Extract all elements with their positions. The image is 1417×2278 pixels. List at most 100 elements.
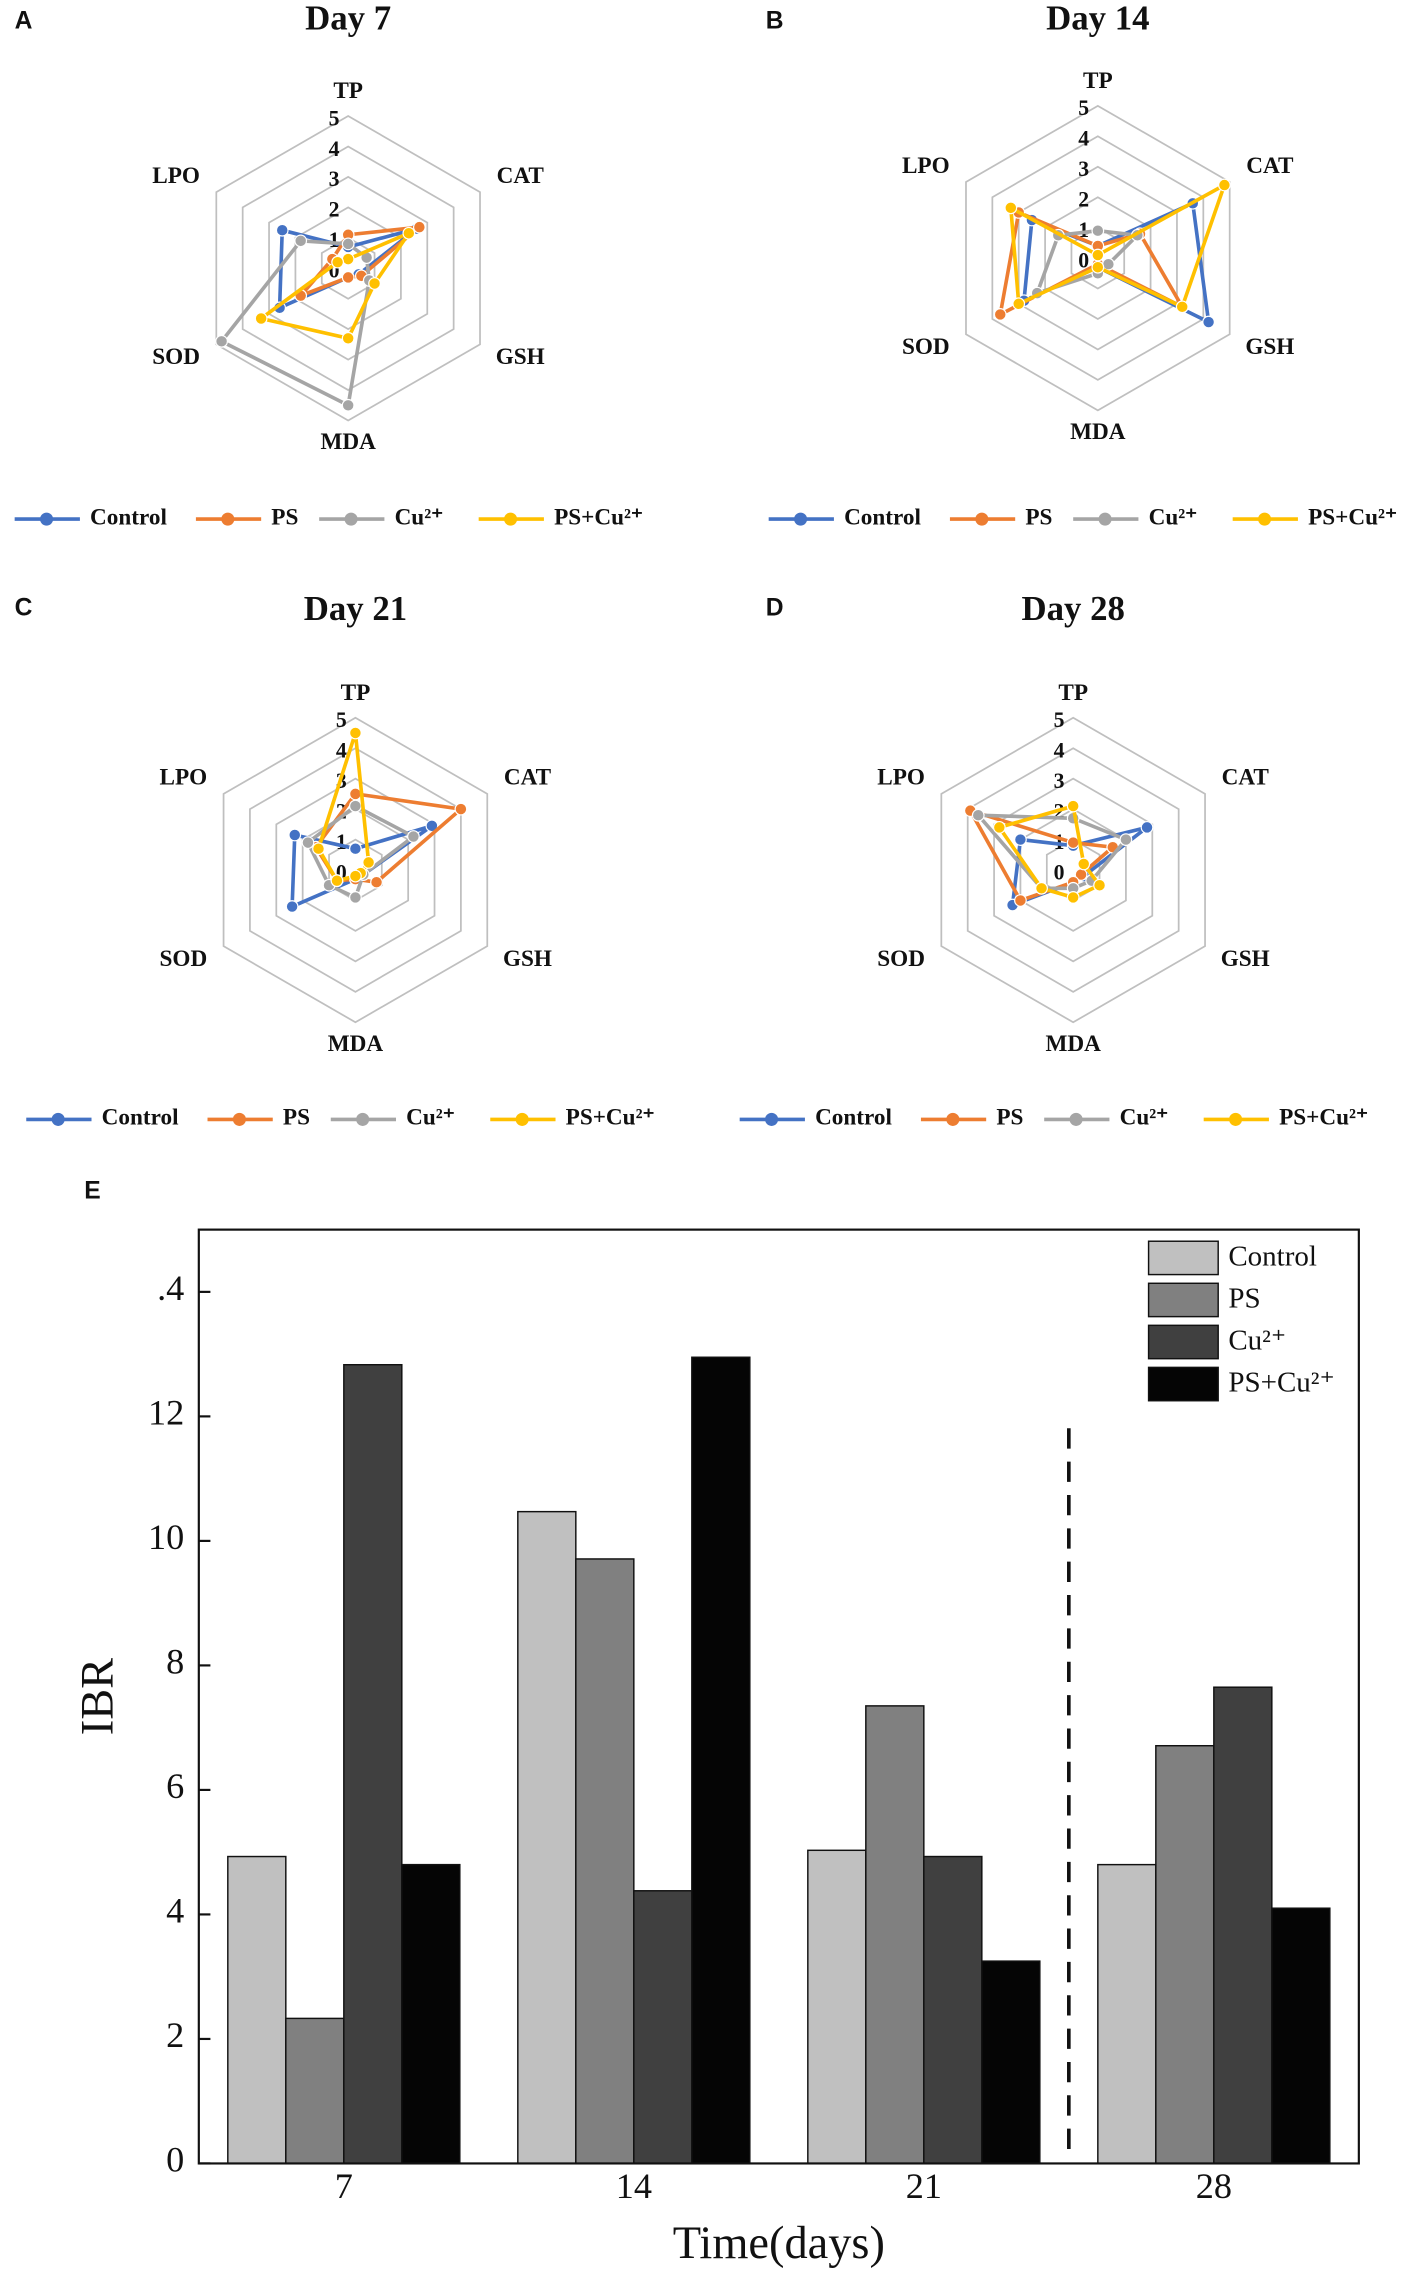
axis-label: TP <box>1083 68 1113 94</box>
legend-label: Control <box>1228 1240 1317 1272</box>
chart-title: Day 7 <box>305 0 391 38</box>
point <box>1091 224 1105 238</box>
plot-frame <box>197 1228 1360 2165</box>
y-tick-label: 8 <box>166 1642 184 1682</box>
r-tick-label: 5 <box>336 708 347 732</box>
point <box>412 220 426 234</box>
bar <box>691 1356 751 2165</box>
axis-label: TP <box>1058 680 1088 706</box>
point <box>341 237 355 251</box>
legend-label: PS+Cu²⁺ <box>1279 1105 1368 1131</box>
point <box>1066 799 1080 813</box>
legend-label: PS+Cu²⁺ <box>566 1105 655 1131</box>
grid-ring <box>1070 226 1126 290</box>
point <box>341 331 355 345</box>
point <box>1175 300 1189 314</box>
point <box>349 869 362 883</box>
axis-label: LPO <box>160 765 208 791</box>
chart-title: Day 14 <box>1046 0 1149 38</box>
point <box>341 252 355 266</box>
y-tick-label: 2 <box>166 2015 184 2055</box>
point <box>288 828 302 842</box>
axis-label: SOD <box>160 946 208 972</box>
y-tick-label: 12 <box>148 1393 184 1433</box>
legend-marker <box>515 1112 529 1126</box>
legend-label: PS <box>283 1105 310 1131</box>
point <box>330 874 344 888</box>
point <box>349 726 362 740</box>
legend-marker <box>794 512 808 526</box>
legend-label: PS+Cu²⁺ <box>554 504 643 530</box>
panel-letter: B <box>766 7 784 34</box>
r-tick-label: 1 <box>1054 830 1065 854</box>
bar <box>227 1855 287 2165</box>
legend-swatch <box>1147 1240 1219 1276</box>
legend-marker <box>51 1112 65 1126</box>
x-axis-label: Time(days) <box>673 2218 885 2269</box>
bar <box>923 1855 983 2165</box>
axis-label: LPO <box>877 765 925 791</box>
legend-marker <box>765 1112 779 1126</box>
axis-label: SOD <box>902 334 950 360</box>
point <box>368 277 381 290</box>
point <box>407 830 420 843</box>
x-tick-label: 14 <box>616 2166 652 2206</box>
point <box>454 802 468 816</box>
chart-title: Day 28 <box>1021 589 1124 628</box>
axis-label: LPO <box>152 163 200 189</box>
bar <box>1213 1686 1273 2165</box>
r-tick-label: 2 <box>329 198 340 222</box>
r-tick-label: 3 <box>329 167 340 191</box>
grid-ring <box>222 716 489 1024</box>
axis-label: GSH <box>503 946 552 972</box>
point <box>1140 821 1154 834</box>
y-tick-label: 4 <box>166 1891 184 1931</box>
r-tick-label: 0 <box>329 259 340 283</box>
legend-marker <box>1258 512 1272 526</box>
r-tick-label: 0 <box>336 860 347 884</box>
r-tick-label: 4 <box>1078 127 1089 151</box>
r-tick-label: 1 <box>1078 218 1089 242</box>
grid-ring <box>241 145 455 392</box>
point <box>992 821 1006 834</box>
point <box>362 856 375 869</box>
bar <box>575 1558 635 2165</box>
panel-letter: D <box>766 595 784 622</box>
legend-label: Control <box>90 504 167 530</box>
x-tick-label: 28 <box>1196 2166 1232 2206</box>
grid-ring <box>215 114 481 422</box>
point <box>349 842 362 856</box>
y-tick-label: .4 <box>157 1268 184 1308</box>
r-tick-label: 0 <box>1054 860 1065 884</box>
bar <box>865 1705 925 2165</box>
y-tick-label: 6 <box>166 1766 184 1806</box>
axis-label: SOD <box>877 946 925 972</box>
y-axis-label: IBR <box>72 1658 123 1735</box>
point <box>1091 260 1105 274</box>
legend-label: PS <box>996 1105 1023 1131</box>
r-tick-label: 5 <box>329 106 340 130</box>
series-line <box>1008 181 1228 310</box>
legend-marker <box>40 512 54 526</box>
bar <box>807 1849 867 2165</box>
point <box>349 891 362 904</box>
point <box>254 312 268 325</box>
legend-label: PS <box>1228 1282 1260 1314</box>
legend-swatch <box>1147 1366 1219 1402</box>
point <box>1091 248 1105 262</box>
x-tick-label: 21 <box>906 2166 942 2206</box>
grid-ring <box>268 175 429 361</box>
bar <box>401 1863 461 2165</box>
legend-marker <box>975 512 989 526</box>
bar <box>981 1960 1041 2165</box>
legend-marker <box>946 1112 960 1126</box>
legend-marker <box>1098 512 1112 526</box>
point <box>425 819 439 833</box>
point <box>1066 891 1080 904</box>
point <box>285 900 299 913</box>
bar <box>517 1510 577 2165</box>
r-tick-label: 0 <box>1078 248 1089 272</box>
r-tick-label: 3 <box>1078 157 1089 181</box>
point <box>1066 836 1080 849</box>
grid-ring <box>320 236 376 300</box>
